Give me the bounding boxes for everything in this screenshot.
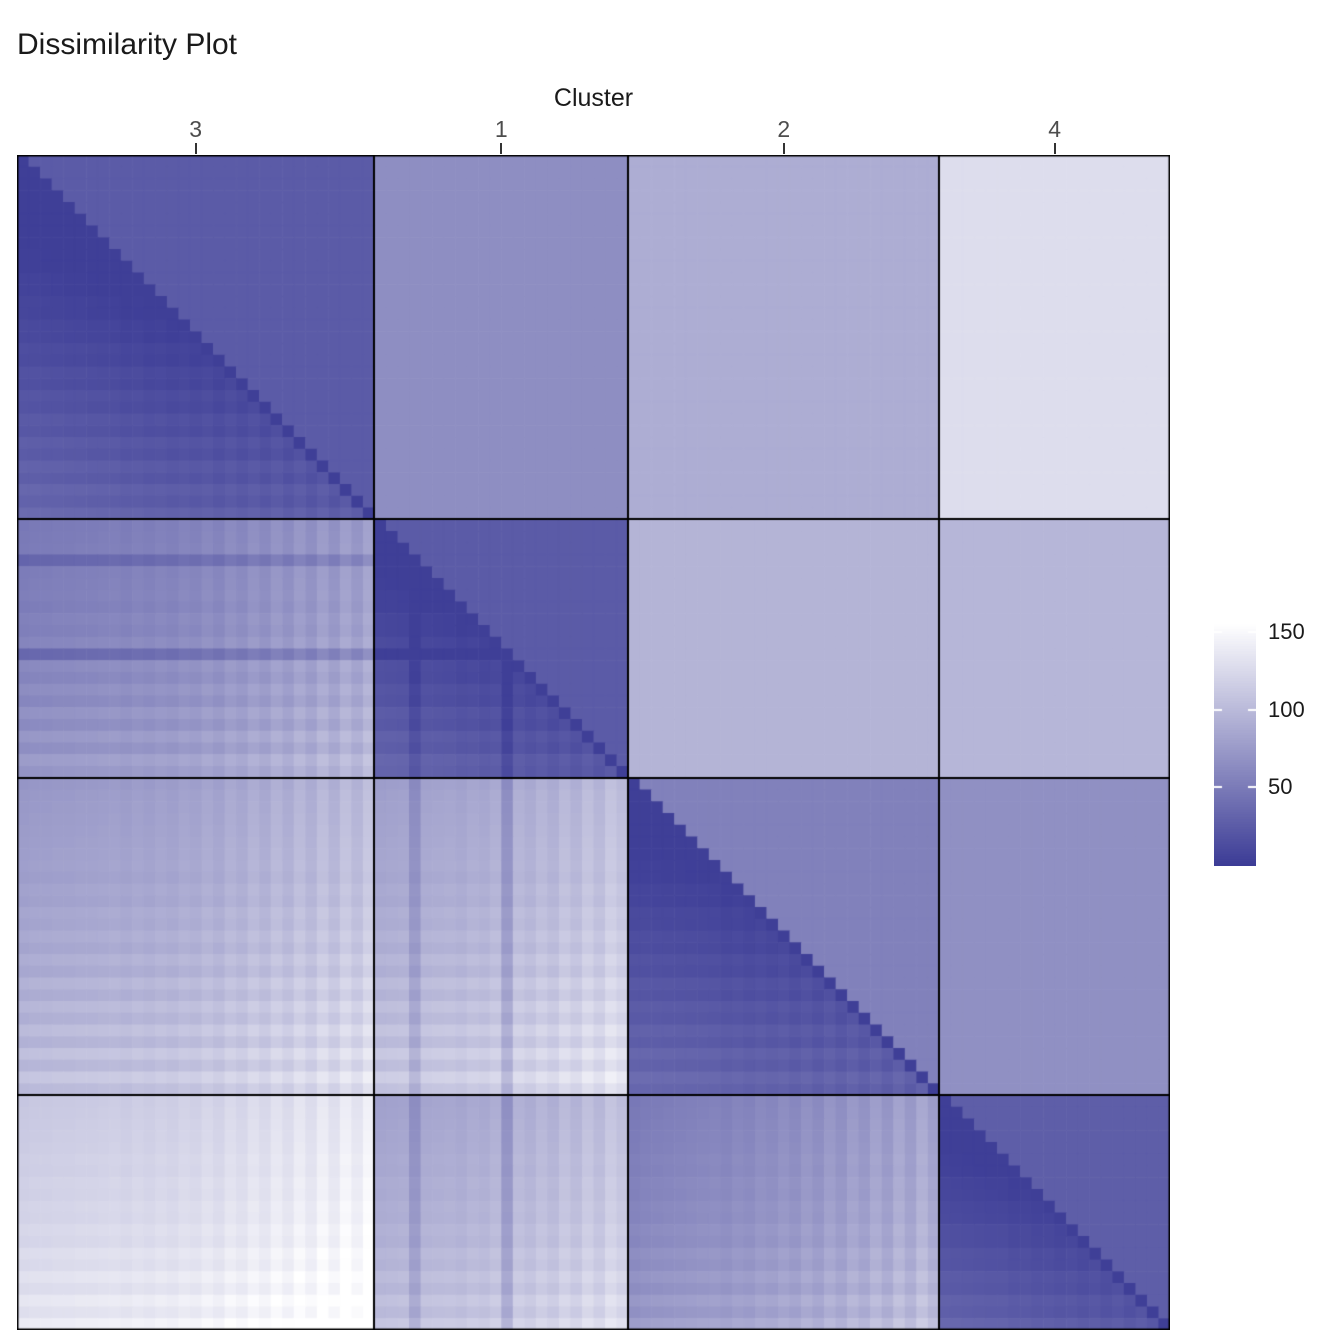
col-tick-label-cluster-3: 3 [189,116,203,142]
col-tick-label-cluster-4: 4 [1048,116,1062,142]
top-axis-label: Cluster [553,84,634,112]
legend-tick-label-150: 150 [1268,618,1305,644]
col-tick-mark-cluster-2 [782,143,785,154]
col-tick-label-cluster-2: 2 [777,116,791,142]
legend-tick-label-100: 100 [1268,696,1305,722]
col-tick-mark-cluster-1 [500,143,503,154]
legend-gradient-bar [1214,624,1256,866]
plot-title: Dissimilarity Plot [17,28,238,61]
col-tick-label-cluster-1: 1 [494,116,508,142]
col-tick-mark-cluster-4 [1053,143,1056,154]
dissimilarity-heatmap [17,155,1170,1330]
legend-tick-label-50: 50 [1268,774,1293,800]
col-tick-mark-cluster-3 [194,143,197,154]
